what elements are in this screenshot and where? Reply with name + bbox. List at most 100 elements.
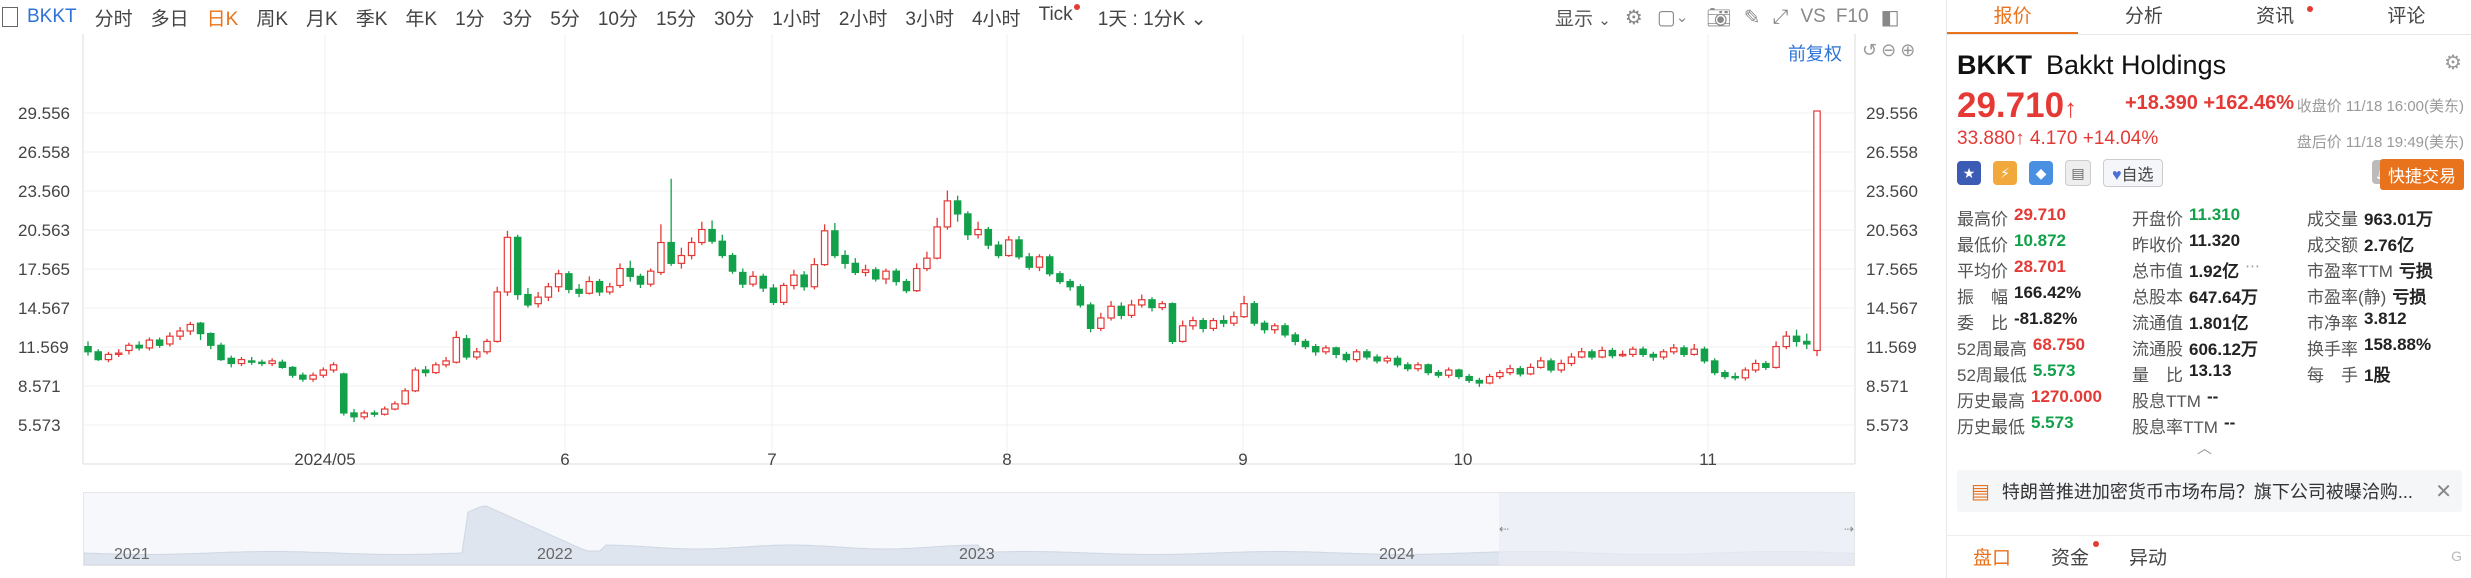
bottom-tab-label: 异动 xyxy=(2129,547,2168,569)
stat-label: 换手率 xyxy=(2307,340,2358,359)
candle-body xyxy=(1465,375,1473,382)
close-icon[interactable]: ✕ xyxy=(2435,480,2452,503)
period-tab-16[interactable]: 4小时 xyxy=(971,8,1021,30)
sidebar-toggle-icon[interactable] xyxy=(2,7,18,27)
candle-body xyxy=(1751,362,1760,371)
bottom-tab-1[interactable]: 资金 xyxy=(2051,540,2100,570)
zoom-in-icon[interactable]: ⊕ xyxy=(1900,40,1920,60)
stats-row: 历史最低 5.573 股息率TTM -- xyxy=(1957,413,2467,439)
fullscreen-icon[interactable]: ⤢ xyxy=(1772,5,1789,28)
y-tick-label-left: 23.560 xyxy=(18,182,70,201)
candle-body xyxy=(1250,303,1259,324)
panel-toggle-icon[interactable]: ◧ xyxy=(1880,6,1900,29)
period-tab-10[interactable]: 10分 xyxy=(597,8,638,30)
margin-icon[interactable]: ⚡ xyxy=(1993,161,2017,185)
stat-cell: 历史最高 1270.000 xyxy=(1957,387,2102,412)
reset-icon[interactable]: ↺ xyxy=(1862,40,1882,60)
overview-handle-right: ⇢ xyxy=(1844,522,1854,536)
period-tab-8[interactable]: 3分 xyxy=(502,8,533,30)
period-tab-14[interactable]: 2小时 xyxy=(838,8,888,30)
adjust-mode[interactable]: 前复权 xyxy=(1788,44,1842,64)
bottom-tab-0[interactable]: 盘口 xyxy=(1973,543,2011,570)
candle-body xyxy=(1066,280,1074,288)
period-tab-2[interactable]: 日K xyxy=(206,8,239,30)
gear-icon[interactable]: ⚙ xyxy=(1624,6,1643,29)
candle-body xyxy=(1117,305,1126,316)
zoom-out-icon[interactable]: ⊖ xyxy=(1881,40,1901,60)
candle-body xyxy=(462,338,471,358)
candle-body xyxy=(1311,345,1320,353)
overview-year-label: 2022 xyxy=(537,546,573,563)
tag-icon[interactable]: ◆ xyxy=(2029,161,2053,185)
candlestick-chart[interactable]: 29.556 29.556 26.558 26.558 23.560 23.560 20.5… xyxy=(0,34,1935,480)
x-tick-label: 7 xyxy=(767,450,776,469)
news-banner[interactable]: ▤ 特朗普推进加密货币市场布局？旗下公司被曝洽购... ✕ xyxy=(1957,470,2462,512)
candle-body xyxy=(769,287,778,303)
period-tab-17[interactable]: Tick xyxy=(1030,3,1089,31)
period-tab-15[interactable]: 3小时 xyxy=(905,8,954,30)
chart-toolbar: BKKT 分时 多日 日K 周K 月K 季K 年K 1分 3分 5分 10分 15分 30分 1小时 2小时… xyxy=(0,0,1930,34)
candle-body xyxy=(483,340,491,353)
candle-body xyxy=(882,270,890,280)
quick-trade-button[interactable]: 快捷交易 xyxy=(2380,159,2464,190)
candle-body xyxy=(657,241,665,274)
period-tab-9[interactable]: 5分 xyxy=(550,8,580,30)
layout-icon[interactable]: ▢ xyxy=(1656,6,1676,29)
stat-value: 2.76亿 xyxy=(2364,236,2415,255)
period-tab-5[interactable]: 季K xyxy=(355,8,388,30)
panel-tab-1[interactable]: 分析 xyxy=(2078,0,2209,34)
news-headline[interactable]: 特朗普推进加密货币市场布局？旗下公司被曝洽购... xyxy=(2001,482,2413,502)
stats-row: 52周最高 68.750 流通股 606.12万 换手率 158.88% xyxy=(1957,335,2467,361)
stat-value: 1.92亿 xyxy=(2189,262,2240,281)
period-tab-1[interactable]: 多日 xyxy=(150,8,189,30)
add-watchlist-button[interactable]: ♥自选 xyxy=(2103,159,2163,187)
period-tab-12[interactable]: 30分 xyxy=(714,8,755,30)
camera-icon[interactable]: 📷︎ xyxy=(1706,6,1732,29)
candle-body xyxy=(268,360,276,365)
stock-name: Bakkt Holdings xyxy=(2046,50,2227,80)
candle-body xyxy=(329,364,338,371)
candle-body xyxy=(718,240,727,257)
period-tab-7[interactable]: 1分 xyxy=(455,8,485,30)
stock-symbol: BKKT xyxy=(1957,50,2032,80)
expand-chevron-icon[interactable]: ︿ xyxy=(2197,440,2213,457)
candle-body xyxy=(1097,317,1105,329)
panel-tab-3[interactable]: 评论 xyxy=(2341,0,2471,34)
kline-setting[interactable]: 1天 : 1分K ⌄ xyxy=(1097,8,1207,30)
candle-body xyxy=(176,330,184,337)
chevron-down-icon[interactable]: ⌄ xyxy=(1675,9,1689,26)
stat-label: 历史最低 xyxy=(1957,418,2025,437)
candle-body xyxy=(1045,256,1054,275)
info-icon[interactable]: ⋯ xyxy=(2245,258,2261,275)
display-menu[interactable]: 显示 ⌄ xyxy=(1555,8,1611,30)
candle-body xyxy=(1618,353,1627,357)
candle-body xyxy=(227,357,236,365)
candle-body xyxy=(1107,305,1115,319)
period-tab-4[interactable]: 月K xyxy=(306,8,338,30)
vs-button[interactable]: VS xyxy=(1800,6,1826,27)
candle-body xyxy=(1772,345,1780,369)
candle-body xyxy=(1710,360,1719,374)
y-tick-label-left: 26.558 xyxy=(18,143,70,162)
bookmark-icon[interactable]: ▤ xyxy=(2065,160,2091,186)
candle-body xyxy=(800,274,808,288)
period-tab-3[interactable]: 周K xyxy=(256,8,289,30)
overview-navigator[interactable]: ⇠ ⇢ 2021 2022 2023 2024 xyxy=(83,492,1855,566)
candle-body xyxy=(708,228,716,242)
panel-tab-2[interactable]: 资讯 xyxy=(2210,0,2341,34)
settings-icon[interactable]: ⚙ xyxy=(2444,52,2462,74)
ticker-label[interactable]: BKKT xyxy=(27,6,77,27)
stat-cell: 市盈率TTM 亏损 xyxy=(2307,257,2433,282)
period-tab-0[interactable]: 分时 xyxy=(94,8,133,30)
stat-value: 1股 xyxy=(2364,366,2391,385)
period-tab-11[interactable]: 15分 xyxy=(655,8,697,30)
panel-tab-0[interactable]: 报价 xyxy=(1947,0,2079,34)
bottom-tab-2[interactable]: 异动 xyxy=(2129,543,2167,570)
stats-grid: 最高价 29.710 开盘价 11.310 成交量 963.01万 最低价 10.872 昨收价… xyxy=(1957,205,2467,439)
pencil-icon[interactable]: ✎ xyxy=(1743,6,1761,29)
f10-button[interactable]: F10 xyxy=(1835,6,1869,27)
candle-body xyxy=(861,269,870,274)
period-tab-6[interactable]: 年K xyxy=(405,8,438,30)
candle-body xyxy=(1209,319,1218,329)
period-tab-13[interactable]: 1小时 xyxy=(772,8,821,30)
